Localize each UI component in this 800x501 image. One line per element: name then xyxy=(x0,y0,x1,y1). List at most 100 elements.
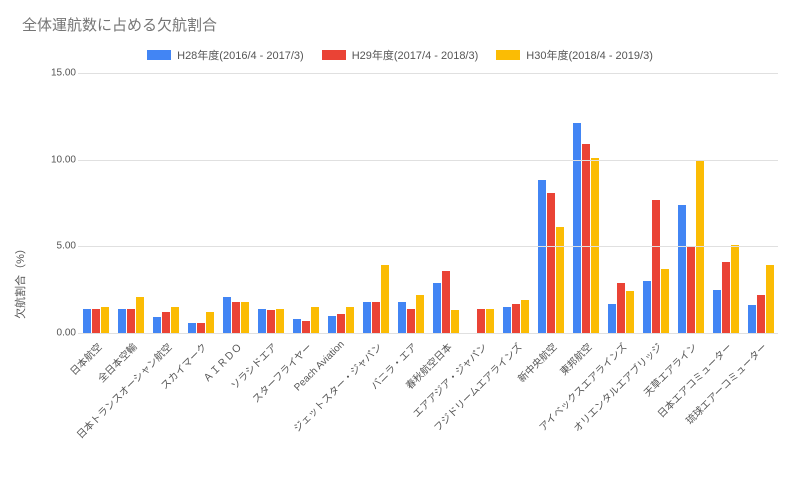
bar-group xyxy=(393,73,428,333)
bar xyxy=(556,227,564,333)
bar xyxy=(302,321,310,333)
bar xyxy=(311,307,319,333)
legend-item-1: H29年度(2017/4 - 2018/3) xyxy=(322,47,479,63)
chart-title: 全体運航数に占める欠航割合 xyxy=(22,14,778,35)
bar-group xyxy=(323,73,358,333)
bar xyxy=(127,309,135,333)
y-tick-label: 5.00 xyxy=(57,241,76,252)
bar xyxy=(512,304,520,333)
bars-region xyxy=(78,73,778,333)
chart-container: 全体運航数に占める欠航割合 H28年度(2016/4 - 2017/3) H29… xyxy=(0,0,800,501)
bar xyxy=(643,281,651,333)
bar xyxy=(136,297,144,333)
bar-group xyxy=(743,73,778,333)
x-labels: 日本航空全日本空輸日本トランスオーシャン航空スカイマークＡＩＲＤＯソラシドエアス… xyxy=(78,333,778,473)
bar xyxy=(538,180,546,333)
bar xyxy=(337,314,345,333)
bar-group xyxy=(358,73,393,333)
legend-swatch-1 xyxy=(322,50,346,60)
bar xyxy=(92,309,100,333)
y-tick-label: 10.00 xyxy=(51,154,76,165)
bar xyxy=(153,317,161,333)
bar xyxy=(661,269,669,333)
bar xyxy=(442,271,450,333)
bar xyxy=(197,323,205,333)
legend-item-0: H28年度(2016/4 - 2017/3) xyxy=(147,47,304,63)
bar xyxy=(258,309,266,333)
bar xyxy=(276,309,284,333)
bar xyxy=(713,290,721,333)
bar-group xyxy=(533,73,568,333)
legend-label-0: H28年度(2016/4 - 2017/3) xyxy=(177,47,304,63)
legend-label-2: H30年度(2018/4 - 2019/3) xyxy=(526,47,653,63)
bar xyxy=(171,307,179,333)
bar-group xyxy=(288,73,323,333)
bar xyxy=(608,304,616,333)
bar xyxy=(83,309,91,333)
bar xyxy=(521,300,529,333)
bar xyxy=(223,297,231,333)
bar xyxy=(416,295,424,333)
bar xyxy=(162,312,170,333)
bar-group xyxy=(638,73,673,333)
bar xyxy=(232,302,240,333)
bar xyxy=(372,302,380,333)
bar-group xyxy=(428,73,463,333)
bar xyxy=(477,309,485,333)
legend-item-2: H30年度(2018/4 - 2019/3) xyxy=(496,47,653,63)
gridline xyxy=(78,160,778,161)
bar-group xyxy=(603,73,638,333)
legend-label-1: H29年度(2017/4 - 2018/3) xyxy=(352,47,479,63)
bar xyxy=(206,312,214,333)
bar-group xyxy=(463,73,498,333)
bar xyxy=(451,310,459,333)
bar xyxy=(381,265,389,333)
bar xyxy=(267,310,275,333)
plot-area: 0.005.0010.0015.00 xyxy=(78,73,778,333)
bar xyxy=(547,193,555,333)
legend-swatch-2 xyxy=(496,50,520,60)
bar-group xyxy=(113,73,148,333)
bar xyxy=(363,302,371,333)
bar-group xyxy=(148,73,183,333)
bar xyxy=(328,316,336,333)
y-tick-label: 0.00 xyxy=(57,328,76,339)
bar xyxy=(573,123,581,333)
bar xyxy=(433,283,441,333)
gridline xyxy=(78,73,778,74)
bar xyxy=(486,309,494,333)
bar-group xyxy=(218,73,253,333)
bar xyxy=(626,291,634,333)
bar xyxy=(582,144,590,333)
bar xyxy=(346,307,354,333)
bar xyxy=(731,245,739,333)
bar xyxy=(118,309,126,333)
bar xyxy=(652,200,660,333)
gridline xyxy=(78,246,778,247)
bar xyxy=(748,305,756,333)
bar xyxy=(678,205,686,333)
bar-group xyxy=(78,73,113,333)
bar xyxy=(617,283,625,333)
bar-group xyxy=(708,73,743,333)
bar xyxy=(766,265,774,333)
bar xyxy=(293,319,301,333)
bar-group xyxy=(673,73,708,333)
bar-group xyxy=(568,73,603,333)
bar xyxy=(241,302,249,333)
y-tick-label: 15.00 xyxy=(51,68,76,79)
bar-group xyxy=(253,73,288,333)
bar xyxy=(757,295,765,333)
bar-group xyxy=(183,73,218,333)
plot-wrapper: 0.005.0010.0015.00 日本航空全日本空輸日本トランスオーシャン航… xyxy=(78,73,768,473)
legend-swatch-0 xyxy=(147,50,171,60)
bar xyxy=(101,307,109,333)
bar xyxy=(722,262,730,333)
bar xyxy=(407,309,415,333)
bar xyxy=(398,302,406,333)
bar-group xyxy=(498,73,533,333)
y-axis-label: 欠航割合（%） xyxy=(12,243,28,319)
legend: H28年度(2016/4 - 2017/3) H29年度(2017/4 - 20… xyxy=(22,47,778,63)
bar xyxy=(687,246,695,333)
bar xyxy=(503,307,511,333)
